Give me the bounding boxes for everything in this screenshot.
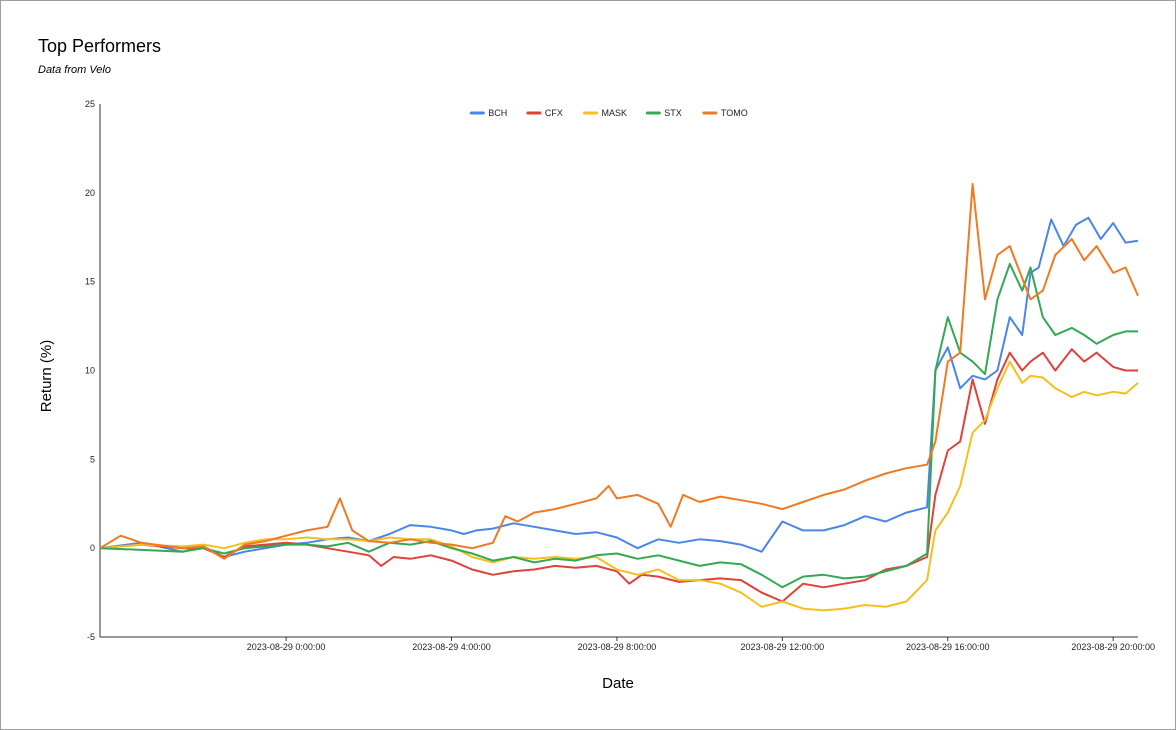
y-axis-ticks: -5 0 5 10 15 20 25: [85, 99, 95, 642]
x-axis-title: Date: [602, 675, 634, 692]
series-line-bch: [99, 216, 1139, 558]
series-lines: [99, 182, 1139, 612]
legend-label-mask: MASK: [602, 108, 628, 118]
x-tick-label: 2023-08-29 16:00:00: [906, 642, 990, 652]
y-tick-label: 10: [85, 366, 95, 376]
legend-label-tomo: TOMO: [721, 108, 748, 118]
y-tick-label: -5: [87, 632, 95, 642]
legend-label-stx: STX: [664, 108, 682, 118]
x-tick-label: 2023-08-29 4:00:00: [412, 642, 491, 652]
y-tick-label: 25: [85, 99, 95, 109]
chart-subtitle: Data from Velo: [38, 64, 111, 76]
series-line-mask: [99, 360, 1139, 612]
y-tick-label: 15: [85, 277, 95, 287]
y-tick-label: 0: [90, 543, 95, 553]
x-axis-ticks: 2023-08-29 0:00:00 2023-08-29 4:00:00 2023…: [247, 637, 1155, 652]
x-tick-label: 2023-08-29 12:00:00: [741, 642, 825, 652]
legend-label-bch: BCH: [488, 108, 507, 118]
x-tick-label: 2023-08-29 20:00:00: [1071, 642, 1155, 652]
x-tick-label: 2023-08-29 8:00:00: [578, 642, 657, 652]
y-axis-title: Return (%): [38, 340, 55, 413]
y-tick-label: 5: [90, 454, 95, 464]
series-line-cfx: [99, 348, 1138, 603]
legend-label-cfx: CFX: [545, 108, 563, 118]
chart-title: Top Performers: [38, 36, 162, 56]
y-tick-label: 20: [85, 188, 95, 198]
series-line-stx: [99, 262, 1138, 589]
x-tick-label: 2023-08-29 0:00:00: [247, 642, 326, 652]
legend: BCH CFX MASK STX TOMO: [469, 108, 748, 118]
series-line-tomo: [99, 182, 1139, 560]
